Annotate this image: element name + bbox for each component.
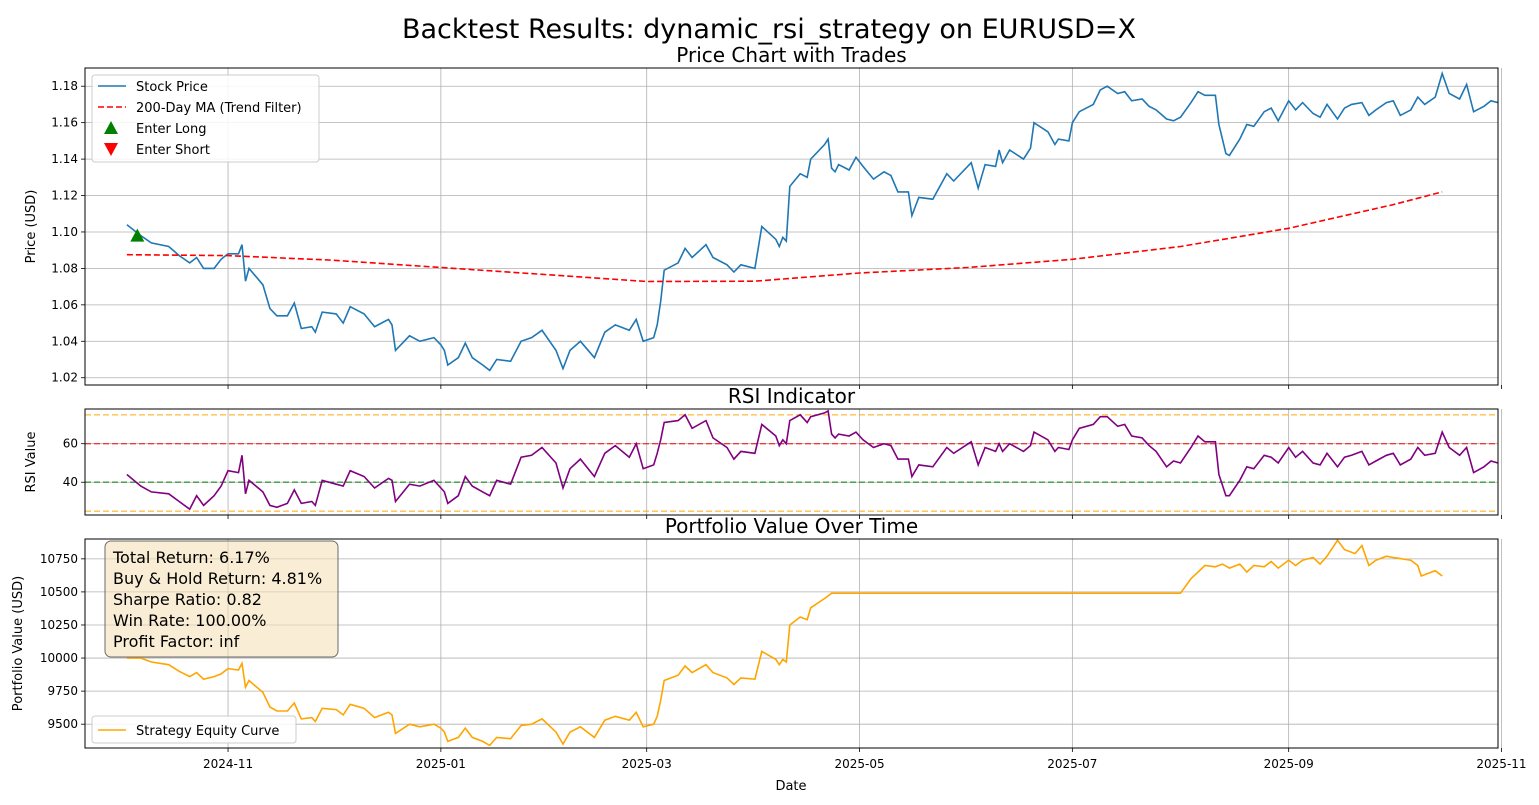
legend-box (91, 74, 320, 163)
y-tick-label: 10500 (40, 585, 78, 599)
figure-title: Backtest Results: dynamic_rsi_strategy o… (402, 14, 1136, 45)
y-tick-label: 10000 (40, 651, 78, 665)
stats-line: Win Rate: 100.00% (113, 611, 267, 630)
x-tick-label: 2025-09 (1264, 757, 1314, 771)
x-tick-label: 2025-11 (1476, 757, 1526, 771)
enter-long-marker (130, 228, 145, 242)
x-tick-label: 2025-03 (622, 757, 672, 771)
y-tick-label: 9750 (47, 684, 78, 698)
axes-frame (84, 67, 1499, 386)
y-tick-label: 1.12 (51, 189, 78, 203)
panel-title: Price Chart with Trades (676, 43, 906, 67)
stats-box-background (104, 540, 339, 658)
stock-price-line (126, 70, 1499, 372)
panel-title: RSI Indicator (728, 384, 856, 408)
grid-lines (85, 68, 1502, 385)
legend-box (91, 715, 297, 744)
axes-frame (84, 408, 1499, 516)
y-tick-label: 1.18 (51, 79, 78, 93)
y-tick-label: 1.16 (51, 116, 78, 130)
x-axis-label: Date (775, 779, 806, 794)
x-tick-label: 2025-01 (416, 757, 466, 771)
y-tick-label: 1.06 (51, 298, 78, 312)
ma-200-line (126, 191, 1443, 283)
y-tick-label: 60 (63, 437, 78, 451)
legend-swatch-short (104, 143, 118, 156)
x-tick-label: 2024-11 (203, 757, 253, 771)
y-tick-label: 1.14 (51, 152, 78, 166)
rsi-line (126, 409, 1499, 511)
legend-label: Stock Price (136, 80, 208, 95)
x-tick-label: 2025-07 (1047, 757, 1097, 771)
equity-curve-line (126, 538, 1443, 747)
y-tick-label: 1.04 (51, 334, 78, 348)
panel-title: Portfolio Value Over Time (665, 514, 918, 538)
price-legend: Stock Price 200-Day MA (Trend Filter) Ente… (91, 74, 320, 163)
legend-label: 200-Day MA (Trend Filter) (136, 101, 302, 116)
legend-swatch-long (104, 121, 118, 134)
stats-line: Total Return: 6.17% (112, 548, 270, 567)
rsi-chart-panel: 40 60 RSI Indicator RSI Value (24, 384, 1502, 519)
stats-box: Total Return: 6.17% Buy & Hold Return: 4.… (104, 540, 339, 658)
equity-legend: Strategy Equity Curve (91, 715, 297, 744)
y-tick-label: 40 (63, 475, 78, 489)
y-axis-label: Price (USD) (24, 190, 39, 264)
y-axis-label: RSI Value (24, 432, 39, 493)
y-tick-label: 10250 (40, 618, 78, 632)
x-tick-label: 2025-05 (834, 757, 884, 771)
axes-frame (84, 538, 1499, 749)
y-tick-label: 10750 (40, 552, 78, 566)
portfolio-chart-panel: 9500 9750 10000 10250 10500 10750 2024-11 2025-… (11, 514, 1527, 771)
legend-label: Enter Short (136, 143, 210, 158)
price-chart-panel: 1.02 1.04 1.06 1.08 1.10 1.12 1.14 1.16 1.18 Pric… (24, 43, 1502, 389)
grid-lines (85, 409, 1502, 515)
y-tick-label: 1.02 (51, 371, 78, 385)
y-axis-label: Portfolio Value (USD) (11, 576, 26, 711)
legend-label: Strategy Equity Curve (136, 724, 279, 739)
y-tick-label: 9500 (47, 717, 78, 731)
stats-line: Buy & Hold Return: 4.81% (113, 569, 322, 588)
y-tick-label: 1.08 (51, 261, 78, 275)
stats-line: Sharpe Ratio: 0.82 (113, 590, 262, 609)
y-tick-label: 1.10 (51, 225, 78, 239)
stats-line: Profit Factor: inf (113, 632, 240, 651)
legend-label: Enter Long (136, 122, 206, 137)
